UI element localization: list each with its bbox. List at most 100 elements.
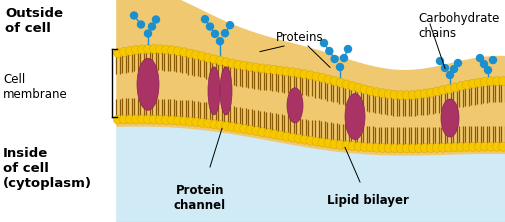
- Circle shape: [210, 55, 218, 64]
- Circle shape: [269, 130, 278, 139]
- Circle shape: [468, 79, 477, 88]
- Ellipse shape: [344, 93, 364, 140]
- Circle shape: [329, 140, 338, 149]
- Circle shape: [173, 47, 182, 56]
- Circle shape: [372, 88, 380, 97]
- Text: Proteins: Proteins: [276, 31, 323, 44]
- Circle shape: [119, 47, 128, 56]
- Circle shape: [281, 67, 290, 76]
- Ellipse shape: [440, 99, 458, 137]
- Circle shape: [251, 63, 261, 72]
- Circle shape: [377, 89, 386, 98]
- Circle shape: [491, 142, 500, 151]
- Circle shape: [197, 52, 207, 61]
- Circle shape: [227, 123, 236, 131]
- Circle shape: [113, 115, 122, 124]
- Circle shape: [488, 57, 495, 63]
- Circle shape: [360, 143, 369, 152]
- Circle shape: [306, 136, 315, 145]
- Circle shape: [414, 90, 423, 99]
- Circle shape: [137, 115, 146, 124]
- Circle shape: [201, 16, 208, 23]
- Circle shape: [401, 91, 411, 100]
- Circle shape: [239, 61, 248, 70]
- Circle shape: [437, 86, 446, 95]
- Circle shape: [335, 78, 344, 87]
- Circle shape: [443, 143, 452, 152]
- Circle shape: [204, 119, 212, 128]
- Circle shape: [318, 138, 326, 147]
- Circle shape: [167, 46, 176, 55]
- Circle shape: [468, 142, 477, 151]
- Circle shape: [221, 121, 230, 131]
- Circle shape: [215, 56, 224, 65]
- Circle shape: [206, 23, 213, 30]
- Text: Inside
of cell
(cytoplasm): Inside of cell (cytoplasm): [3, 147, 92, 190]
- Circle shape: [436, 57, 442, 65]
- Circle shape: [420, 144, 428, 153]
- Circle shape: [137, 45, 146, 54]
- Circle shape: [453, 59, 461, 67]
- Circle shape: [179, 48, 188, 57]
- Circle shape: [335, 140, 344, 149]
- Circle shape: [144, 30, 151, 37]
- Circle shape: [269, 65, 278, 74]
- Circle shape: [414, 144, 423, 153]
- Circle shape: [167, 116, 176, 125]
- Polygon shape: [0, 0, 115, 222]
- Circle shape: [383, 144, 392, 153]
- Circle shape: [185, 117, 194, 126]
- Circle shape: [341, 80, 350, 89]
- Polygon shape: [115, 0, 505, 155]
- Circle shape: [125, 46, 134, 55]
- Circle shape: [344, 46, 351, 53]
- Circle shape: [330, 56, 337, 63]
- Circle shape: [210, 120, 218, 129]
- Circle shape: [275, 66, 284, 75]
- Text: Cell
membrane: Cell membrane: [3, 73, 68, 101]
- Circle shape: [251, 127, 261, 136]
- Circle shape: [148, 23, 155, 30]
- Circle shape: [366, 86, 374, 95]
- Circle shape: [299, 135, 309, 144]
- Circle shape: [281, 132, 290, 141]
- Text: Outside
of cell: Outside of cell: [5, 7, 63, 35]
- Circle shape: [323, 139, 332, 148]
- Circle shape: [306, 71, 315, 80]
- Circle shape: [264, 65, 272, 74]
- Circle shape: [372, 143, 380, 152]
- Circle shape: [426, 88, 434, 97]
- Circle shape: [485, 77, 494, 86]
- Circle shape: [341, 141, 350, 150]
- Circle shape: [340, 55, 347, 61]
- Circle shape: [395, 144, 405, 153]
- Circle shape: [329, 77, 338, 85]
- Circle shape: [474, 78, 482, 87]
- Circle shape: [456, 143, 465, 152]
- Circle shape: [366, 143, 374, 152]
- Circle shape: [449, 143, 459, 152]
- Circle shape: [420, 89, 428, 98]
- Circle shape: [130, 12, 137, 19]
- Circle shape: [191, 118, 200, 127]
- Circle shape: [152, 16, 159, 23]
- Circle shape: [389, 90, 398, 99]
- Circle shape: [485, 142, 494, 151]
- Circle shape: [204, 53, 212, 62]
- Circle shape: [497, 142, 505, 151]
- Ellipse shape: [220, 67, 231, 115]
- Circle shape: [325, 48, 332, 55]
- Circle shape: [484, 67, 490, 73]
- Circle shape: [119, 115, 128, 124]
- Circle shape: [185, 49, 194, 58]
- Circle shape: [408, 144, 417, 153]
- Circle shape: [143, 44, 153, 54]
- Circle shape: [318, 73, 326, 82]
- Circle shape: [258, 128, 266, 137]
- Circle shape: [441, 65, 447, 71]
- Circle shape: [293, 69, 302, 78]
- Circle shape: [179, 117, 188, 126]
- Circle shape: [156, 45, 164, 54]
- Circle shape: [462, 80, 471, 89]
- Circle shape: [191, 50, 200, 59]
